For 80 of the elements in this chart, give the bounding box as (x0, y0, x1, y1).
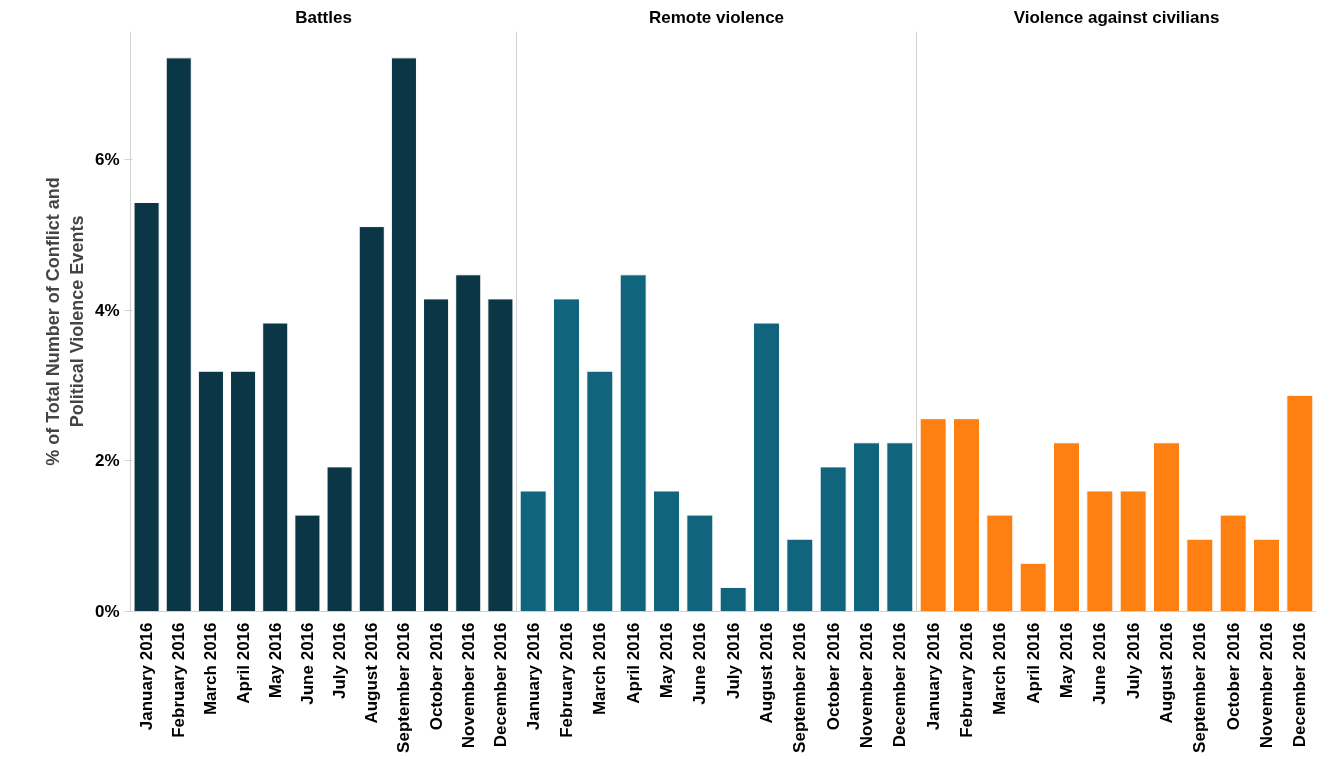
x-tick-label: April 2016 (1023, 622, 1043, 704)
x-tick-label: August 2016 (1157, 622, 1176, 724)
x-tick-label: March 2016 (990, 622, 1010, 716)
x-tick-label: June 2016 (1090, 622, 1110, 705)
bar (619, 274, 647, 612)
y-axis-title: % of Total Number of Conflict and Political Violence Events (42, 177, 87, 466)
x-tick-label: May 2016 (265, 622, 285, 699)
x-tick-label: August 2016 (362, 622, 382, 724)
bar (1186, 538, 1214, 612)
x-tick-label: November 2016 (1257, 622, 1276, 749)
bar (1019, 562, 1047, 612)
x-tick-label: October 2016 (823, 622, 843, 731)
bar (230, 370, 257, 612)
bar (487, 298, 514, 612)
bar (719, 586, 747, 612)
bar (519, 490, 547, 612)
bar (819, 466, 847, 612)
y-tick-label: 0% (94, 602, 120, 621)
x-tick-label: April 2016 (233, 622, 253, 704)
bar (423, 298, 450, 612)
x-tick-label: July 2016 (723, 622, 743, 700)
x-tick-label: December 2016 (1290, 622, 1310, 748)
x-tick-label: November 2016 (857, 622, 876, 749)
x-tick-label: March 2016 (590, 622, 610, 716)
y-tick-label: 6% (94, 150, 120, 170)
y-tick-label: 2% (94, 451, 120, 471)
bar (1053, 442, 1080, 612)
bar (853, 442, 880, 612)
bar (786, 538, 814, 612)
y-tick-label: 4% (94, 300, 120, 320)
bar (753, 322, 780, 612)
x-tick-label: October 2016 (426, 622, 446, 731)
bar (455, 274, 482, 612)
x-tick-label: April 2016 (623, 622, 643, 704)
x-tick-label: November 2016 (458, 622, 478, 749)
x-tick-label: October 2016 (1223, 622, 1243, 731)
bar (197, 370, 224, 612)
x-tick-label: February 2016 (957, 622, 976, 738)
bar (1119, 490, 1147, 612)
x-tick-label: May 2016 (657, 622, 676, 699)
x-tick-label: July 2016 (1123, 622, 1143, 700)
bar (886, 442, 914, 612)
bar (390, 57, 417, 612)
x-tick-label: August 2016 (757, 622, 776, 724)
x-tick-label: January 2016 (523, 622, 543, 731)
bar (953, 418, 980, 612)
bar (1219, 514, 1247, 612)
x-tick-label: May 2016 (1057, 622, 1076, 699)
bar (262, 322, 289, 612)
bar (165, 57, 192, 612)
chart-title: Battles (295, 7, 352, 27)
bar (358, 226, 385, 612)
bar (919, 418, 947, 612)
bar (986, 514, 1014, 612)
bar (326, 466, 353, 612)
x-tick-label: January 2016 (923, 622, 943, 731)
bar (1253, 538, 1280, 612)
x-tick-label: January 2016 (137, 622, 157, 731)
bar (1086, 490, 1114, 612)
bar (1153, 442, 1180, 612)
bar (294, 514, 321, 612)
chart-title: Violence against civilians (1013, 7, 1220, 27)
x-tick-label: June 2016 (690, 622, 710, 705)
bar (1286, 394, 1314, 612)
x-tick-label: December 2016 (890, 622, 910, 748)
x-tick-label: June 2016 (297, 622, 317, 705)
x-tick-label: March 2016 (201, 622, 221, 716)
bar (586, 370, 614, 612)
bar (133, 201, 160, 612)
x-tick-label: September 2016 (1190, 622, 1210, 753)
x-tick-label: February 2016 (169, 622, 189, 738)
x-tick-label: July 2016 (330, 622, 350, 700)
bar (653, 490, 680, 612)
chart-title: Remote violence (648, 7, 785, 27)
bar (553, 298, 580, 612)
x-tick-label: December 2016 (490, 622, 510, 748)
x-tick-label: September 2016 (790, 622, 810, 753)
bar (686, 514, 714, 612)
x-tick-label: February 2016 (557, 622, 576, 738)
x-tick-label: September 2016 (394, 622, 414, 753)
